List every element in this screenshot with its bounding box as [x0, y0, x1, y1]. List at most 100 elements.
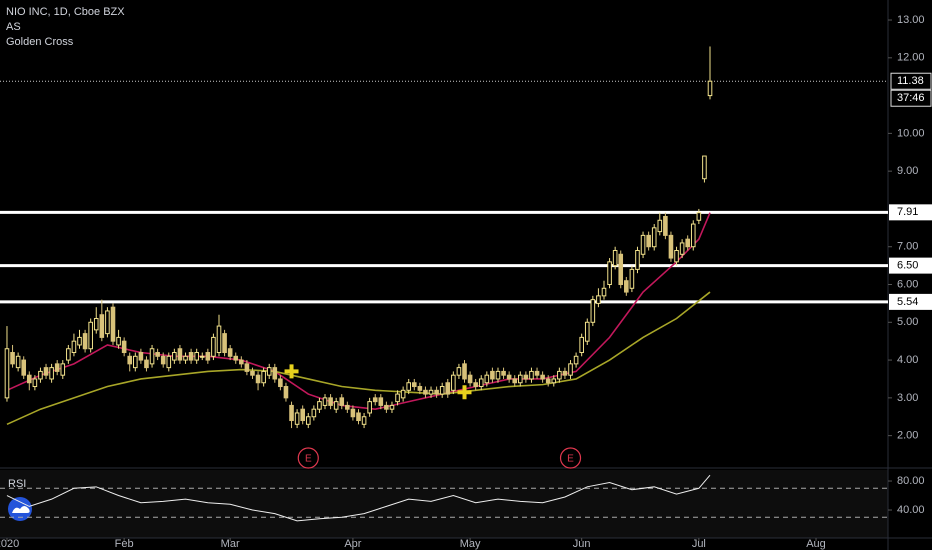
candle-body — [518, 374, 523, 384]
candle-body — [250, 370, 255, 376]
candle-body — [663, 215, 668, 236]
candle-body — [635, 250, 640, 270]
candle-body — [205, 352, 211, 361]
candle-body — [15, 355, 21, 369]
candle-body — [239, 359, 244, 365]
y-tick-label: 5.00 — [897, 316, 918, 328]
candle-body — [423, 389, 428, 395]
candle-body — [317, 401, 322, 410]
candle-body — [557, 370, 562, 380]
candle-body — [4, 348, 10, 399]
y-tick-label: 3.00 — [897, 392, 918, 404]
level-tag — [889, 204, 932, 221]
x-tick-label: Feb — [115, 538, 134, 550]
candle-body — [188, 352, 194, 361]
rsi-tick-label: 40.00 — [897, 504, 925, 516]
candle-body — [367, 401, 372, 414]
x-tick-label: Aug — [806, 538, 826, 550]
countdown-label: 37:46 — [897, 92, 925, 104]
candle-body — [294, 412, 300, 425]
candle-body — [38, 370, 43, 380]
x-tick-label: 2020 — [0, 538, 19, 550]
candle-body — [322, 397, 328, 406]
candle-body — [133, 355, 138, 369]
candle-body — [534, 370, 540, 376]
candle-body — [121, 340, 127, 354]
candle-body — [501, 370, 506, 376]
candle-body — [54, 363, 60, 372]
candle-body — [657, 219, 663, 233]
candle-body — [629, 268, 635, 289]
moving-average — [6, 291, 711, 426]
candle-body — [350, 408, 356, 418]
candle-body — [590, 299, 596, 323]
candle-body — [651, 227, 657, 248]
level-label: 6.50 — [897, 260, 918, 272]
candle-body — [105, 310, 110, 335]
candle-body — [612, 250, 618, 267]
countdown-tag — [890, 89, 932, 107]
candle-body — [155, 352, 160, 357]
candle-body — [278, 378, 283, 388]
candle-body — [551, 378, 557, 384]
candle-body — [43, 367, 49, 376]
candle-body — [160, 355, 166, 365]
candle-body — [702, 155, 707, 180]
candle-body — [172, 352, 177, 361]
candle-body — [82, 333, 88, 350]
candle-body — [434, 389, 439, 395]
candle-body — [138, 352, 144, 361]
candle-body — [199, 355, 205, 358]
candle-body — [66, 348, 71, 361]
rsi-line — [6, 474, 711, 522]
candle-body — [545, 378, 551, 384]
candle-body — [707, 80, 713, 97]
candle-body — [194, 352, 199, 361]
candle-body — [116, 336, 121, 346]
candle-body — [372, 397, 378, 403]
candle-body — [127, 355, 133, 365]
last-price-label: 11.38 — [897, 75, 924, 87]
moving-average — [6, 212, 711, 411]
candle-body — [679, 242, 685, 255]
logo-cloud — [12, 506, 30, 513]
candle-body — [445, 382, 451, 395]
candle-body — [640, 234, 646, 255]
candle-body — [71, 340, 77, 354]
candle-body — [690, 223, 696, 248]
candle-body — [339, 397, 345, 406]
candle-body — [227, 348, 233, 357]
y-tick-label: 9.00 — [897, 165, 918, 177]
candle-body — [244, 363, 250, 372]
candle-body — [529, 370, 534, 380]
y-tick-label: 6.00 — [897, 278, 918, 290]
candle-body — [484, 374, 490, 384]
earnings-marker — [297, 447, 319, 469]
x-tick-label: Mar — [221, 538, 240, 550]
rsi-tick-label: 80.00 — [897, 475, 925, 487]
candle-body — [10, 352, 15, 365]
candle-body — [562, 370, 568, 376]
level-tag — [889, 257, 932, 274]
y-tick-label: 12.00 — [897, 52, 925, 64]
level-label: 7.91 — [897, 206, 918, 218]
candle-body — [333, 401, 339, 410]
candle-body — [646, 234, 651, 248]
golden-cross-marker — [457, 385, 472, 400]
candle-body — [584, 321, 590, 342]
candle-body — [233, 355, 239, 361]
candle-body — [417, 386, 423, 391]
candle-body — [32, 378, 38, 388]
rsi-pane — [0, 470, 888, 538]
earnings-marker — [559, 447, 582, 469]
candle-body — [110, 306, 116, 342]
candle-body — [462, 363, 467, 380]
y-tick-label: 10.00 — [897, 127, 925, 139]
earnings-label: E — [567, 454, 574, 465]
candle-body — [378, 397, 384, 406]
candle-body — [328, 397, 333, 406]
candle-body — [540, 374, 545, 380]
candle-body — [384, 404, 389, 410]
candle-body — [618, 253, 624, 286]
